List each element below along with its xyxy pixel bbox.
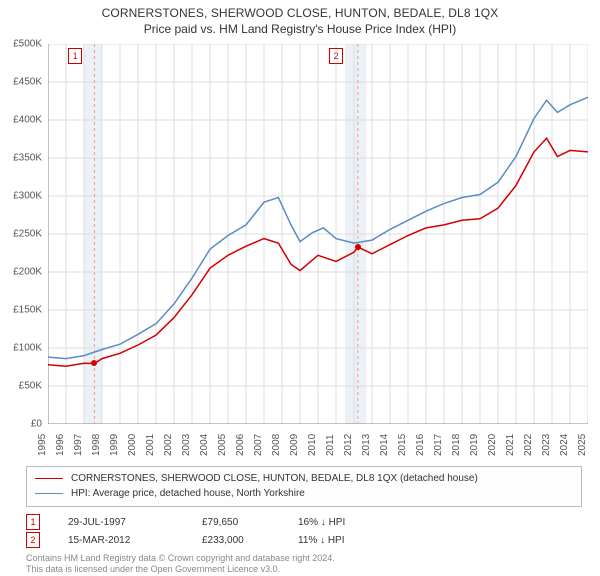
footer-line-2: This data is licensed under the Open Gov… (26, 564, 582, 575)
sales-price: £233,000 (202, 535, 298, 546)
y-tick-label: £300K (13, 191, 42, 202)
x-tick-label: 2005 (217, 434, 228, 456)
y-tick-label: £50K (19, 381, 42, 392)
sales-hpi: 11% ↓ HPI (298, 535, 398, 546)
x-tick-label: 1999 (109, 434, 120, 456)
x-tick-label: 2015 (397, 434, 408, 456)
x-tick-label: 2025 (577, 434, 588, 456)
x-tick-label: 2014 (379, 434, 390, 456)
x-tick-label: 2008 (271, 434, 282, 456)
x-tick-label: 2024 (559, 434, 570, 456)
plot-svg (48, 44, 588, 424)
sale-marker-box: 2 (329, 48, 343, 64)
legend-label-hpi: HPI: Average price, detached house, Nort… (71, 486, 305, 501)
footer-note: Contains HM Land Registry data © Crown c… (26, 553, 582, 576)
y-tick-label: £200K (13, 267, 42, 278)
x-tick-label: 2017 (433, 434, 444, 456)
sales-date: 29-JUL-1997 (68, 517, 202, 528)
legend-and-footer: CORNERSTONES, SHERWOOD CLOSE, HUNTON, BE… (26, 466, 582, 576)
x-tick-label: 2002 (163, 434, 174, 456)
x-tick-label: 2018 (451, 434, 462, 456)
y-tick-label: £150K (13, 305, 42, 316)
x-tick-label: 1996 (55, 434, 66, 456)
legend-swatch-property (35, 478, 63, 479)
legend-row-property: CORNERSTONES, SHERWOOD CLOSE, HUNTON, BE… (35, 471, 573, 486)
x-tick-label: 2000 (127, 434, 138, 456)
sales-row: 1 29-JUL-1997 £79,650 16% ↓ HPI (26, 513, 582, 531)
y-tick-label: £400K (13, 115, 42, 126)
sales-price: £79,650 (202, 517, 298, 528)
x-tick-label: 2006 (235, 434, 246, 456)
y-axis: £0£50K£100K£150K£200K£250K£300K£350K£400… (0, 44, 46, 424)
x-tick-label: 2007 (253, 434, 264, 456)
legend-swatch-hpi (35, 493, 63, 494)
x-tick-label: 2013 (361, 434, 372, 456)
x-tick-label: 2016 (415, 434, 426, 456)
legend-box: CORNERSTONES, SHERWOOD CLOSE, HUNTON, BE… (26, 466, 582, 507)
x-tick-label: 2011 (325, 434, 336, 456)
x-tick-label: 2022 (523, 434, 534, 456)
legend-label-property: CORNERSTONES, SHERWOOD CLOSE, HUNTON, BE… (71, 471, 478, 486)
sales-table: 1 29-JUL-1997 £79,650 16% ↓ HPI 2 15-MAR… (26, 513, 582, 549)
x-tick-label: 1998 (91, 434, 102, 456)
y-tick-label: £350K (13, 153, 42, 164)
sales-hpi: 16% ↓ HPI (298, 517, 398, 528)
x-tick-label: 2001 (145, 434, 156, 456)
x-tick-label: 1995 (37, 434, 48, 456)
chart-title-sub: Price paid vs. HM Land Registry's House … (0, 22, 600, 36)
x-tick-label: 2003 (181, 434, 192, 456)
y-tick-label: £450K (13, 77, 42, 88)
x-tick-label: 2019 (469, 434, 480, 456)
sales-index-box: 2 (26, 532, 40, 548)
footer-line-1: Contains HM Land Registry data © Crown c… (26, 553, 582, 564)
x-tick-label: 2004 (199, 434, 210, 456)
sales-row: 2 15-MAR-2012 £233,000 11% ↓ HPI (26, 531, 582, 549)
chart-container: CORNERSTONES, SHERWOOD CLOSE, HUNTON, BE… (0, 0, 600, 560)
x-tick-label: 2020 (487, 434, 498, 456)
plot-area: 12 (48, 44, 588, 424)
y-tick-label: £0 (31, 419, 42, 430)
y-tick-label: £250K (13, 229, 42, 240)
x-tick-label: 2010 (307, 434, 318, 456)
x-tick-label: 1997 (73, 434, 84, 456)
x-tick-label: 2023 (541, 434, 552, 456)
sale-dot (355, 244, 361, 250)
chart-title-main: CORNERSTONES, SHERWOOD CLOSE, HUNTON, BE… (0, 6, 600, 20)
legend-row-hpi: HPI: Average price, detached house, Nort… (35, 486, 573, 501)
x-tick-label: 2021 (505, 434, 516, 456)
x-axis: 1995199619971998199920002001200220032004… (48, 428, 588, 464)
y-tick-label: £500K (13, 39, 42, 50)
sales-date: 15-MAR-2012 (68, 535, 202, 546)
x-tick-label: 2012 (343, 434, 354, 456)
y-tick-label: £100K (13, 343, 42, 354)
chart-titles: CORNERSTONES, SHERWOOD CLOSE, HUNTON, BE… (0, 0, 600, 36)
x-tick-label: 2009 (289, 434, 300, 456)
sale-marker-box: 1 (68, 48, 82, 64)
sale-dot (91, 360, 97, 366)
sales-index-box: 1 (26, 514, 40, 530)
